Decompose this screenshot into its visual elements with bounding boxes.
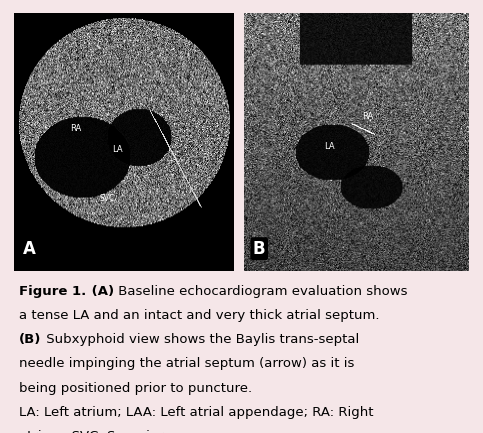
Text: Figure 1.: Figure 1.	[19, 285, 86, 298]
Text: LA: Left atrium; LAA: Left atrial appendage; RA: Right: LA: Left atrium; LAA: Left atrial append…	[19, 406, 374, 419]
Text: being positioned prior to puncture.: being positioned prior to puncture.	[19, 381, 253, 394]
Text: (B): (B)	[19, 333, 42, 346]
Text: a tense LA and an intact and very thick atrial septum.: a tense LA and an intact and very thick …	[19, 309, 380, 322]
Text: Subxyphoid view shows the Baylis trans-septal: Subxyphoid view shows the Baylis trans-s…	[42, 333, 359, 346]
Text: LA: LA	[113, 145, 123, 154]
Text: B: B	[253, 240, 266, 258]
Text: (A): (A)	[86, 285, 114, 298]
Text: RA: RA	[362, 112, 373, 120]
Text: A: A	[23, 240, 36, 258]
Text: atrium; SVC: Superior vena cava.: atrium; SVC: Superior vena cava.	[19, 430, 241, 433]
Text: SVC: SVC	[99, 194, 114, 203]
Text: Baseline echocardiogram evaluation shows: Baseline echocardiogram evaluation shows	[114, 285, 407, 298]
Text: needle impinging the atrial septum (arrow) as it is: needle impinging the atrial septum (arro…	[19, 357, 355, 370]
Text: LA: LA	[324, 142, 335, 152]
Text: RA: RA	[71, 124, 82, 133]
